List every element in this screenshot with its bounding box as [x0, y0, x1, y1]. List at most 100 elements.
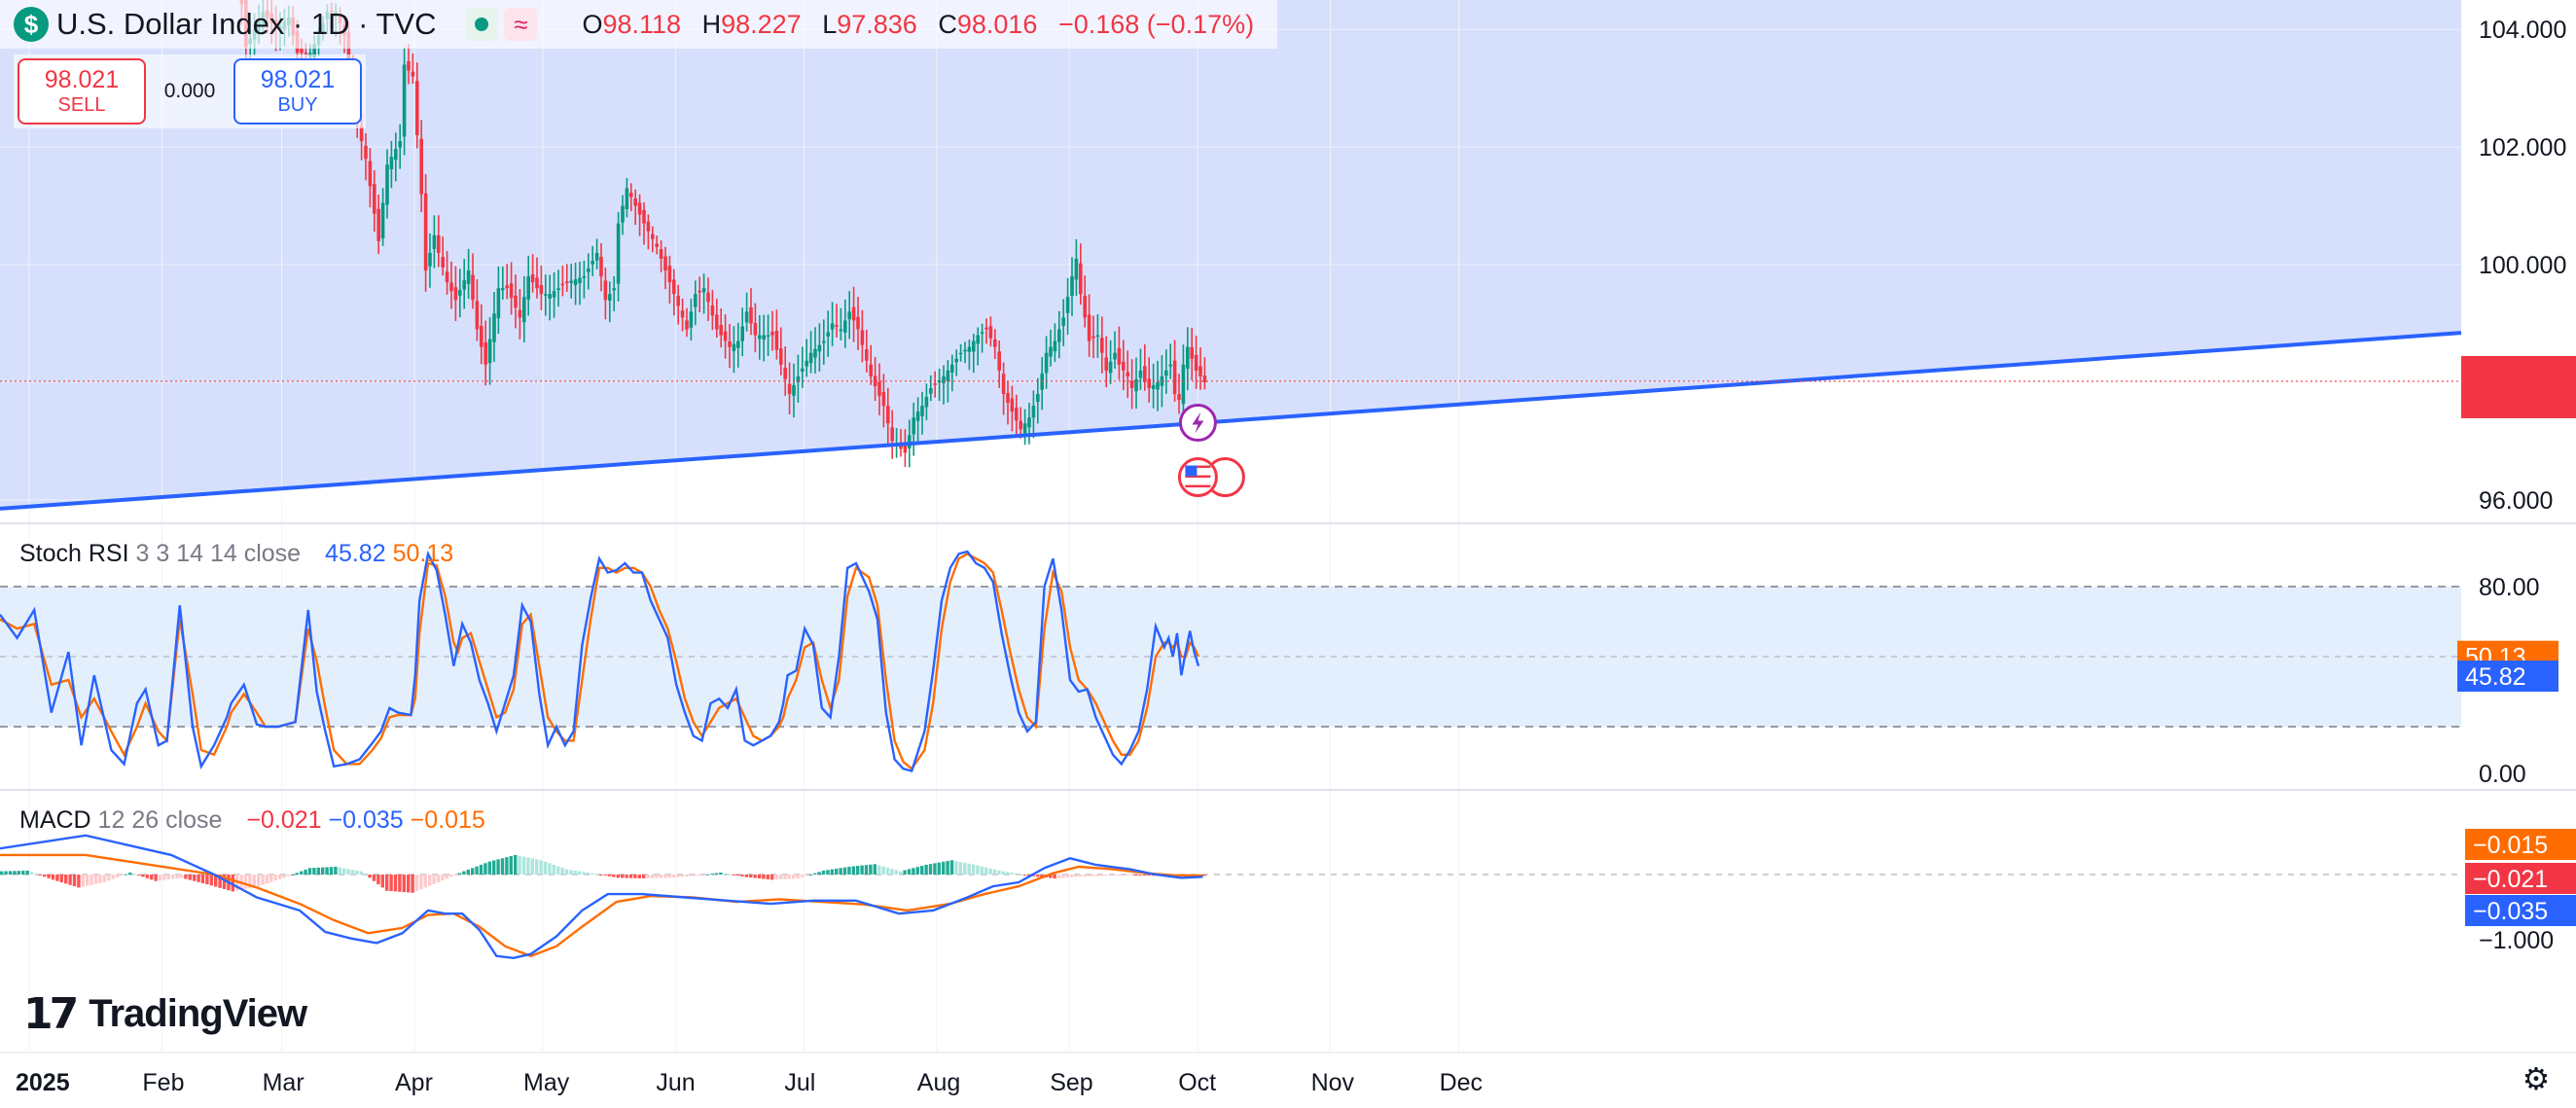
histogram-bar	[915, 867, 919, 875]
histogram-bar	[21, 871, 25, 875]
histogram-bar	[599, 875, 603, 876]
histogram-bar	[393, 875, 398, 892]
histogram-bar	[265, 875, 269, 884]
histogram-bar	[757, 875, 762, 879]
histogram-bar	[261, 875, 265, 885]
macd-signal-line	[0, 853, 1203, 958]
histogram-bar	[1035, 875, 1040, 877]
histogram-bar	[997, 870, 1001, 875]
histogram-bar	[364, 875, 368, 876]
candle-body	[389, 157, 394, 170]
histogram-bar	[286, 875, 291, 876]
candle-body	[625, 188, 629, 210]
histogram-bar	[102, 875, 106, 883]
candle-body	[368, 161, 373, 187]
histogram-bar	[500, 858, 505, 875]
histogram-bar	[1104, 875, 1108, 876]
histogram-bar	[111, 875, 115, 879]
high-key: H	[701, 9, 722, 39]
histogram-bar	[701, 875, 705, 876]
histogram-bar	[539, 860, 543, 875]
candle-body	[1031, 406, 1036, 418]
candle-body	[723, 331, 728, 341]
candle-body	[1057, 329, 1061, 342]
histogram-bar	[792, 875, 796, 879]
stoch-rsi-name: Stoch RSI	[19, 540, 129, 567]
histogram-bar	[714, 873, 719, 875]
histogram-bar	[621, 875, 625, 878]
histogram-bar	[676, 875, 680, 877]
candle-body	[839, 329, 843, 332]
candle-body	[590, 260, 594, 265]
time-axis-label: Dec	[1440, 1069, 1483, 1096]
histogram-bar	[188, 875, 192, 880]
wave-icon[interactable]: ≈	[504, 8, 538, 41]
histogram-bar	[86, 875, 89, 886]
histogram-bar	[693, 875, 698, 876]
candle-body	[933, 383, 937, 385]
candle-body	[728, 340, 732, 347]
histogram-bar	[556, 866, 560, 875]
histogram-bar	[864, 865, 869, 875]
histogram-bar	[907, 869, 912, 875]
gear-icon[interactable]: ⚙	[2522, 1061, 2551, 1096]
candle-body	[924, 397, 929, 408]
candle-body	[1065, 297, 1070, 313]
stoch-rsi-legend[interactable]: Stoch RSI 3 3 14 14 close 45.82 50.13	[19, 540, 453, 568]
histogram-bar	[17, 871, 20, 875]
candle-body	[873, 375, 877, 386]
tradingview-logo[interactable]: 17 TradingView	[23, 989, 307, 1039]
histogram-bar	[984, 867, 988, 875]
stoch-k-value: 45.82	[325, 540, 386, 567]
histogram-bar	[942, 861, 946, 875]
histogram-bar	[1061, 875, 1065, 878]
histogram-bar	[136, 875, 141, 876]
histogram-bar	[1087, 875, 1091, 876]
histogram-bar	[269, 875, 273, 882]
histogram-bar	[753, 875, 757, 878]
symbol-header: $ U.S. Dollar Index · 1D · TVC ≈ O98.118…	[0, 0, 1278, 49]
candle-body	[633, 197, 637, 206]
histogram-bar	[607, 875, 612, 876]
symbol-title[interactable]: U.S. Dollar Index · 1D · TVC	[56, 7, 437, 41]
candle-body	[1079, 263, 1083, 295]
candle-body	[544, 294, 548, 296]
histogram-bar	[252, 875, 256, 887]
histogram-bar	[1053, 875, 1056, 879]
histogram-bar	[839, 868, 842, 875]
candle-body	[899, 445, 903, 449]
time-axis-label: May	[523, 1069, 570, 1096]
histogram-bar	[150, 875, 154, 880]
candle-body	[373, 184, 376, 214]
candle-body	[1015, 408, 1019, 421]
histogram-bar	[389, 875, 393, 892]
lightning-glyph	[1192, 411, 1204, 434]
histogram-bar	[958, 862, 962, 875]
candle-body	[1022, 423, 1027, 434]
histogram-bar	[603, 875, 607, 876]
dollar-logo-icon: $	[14, 7, 49, 42]
histogram-bar	[184, 875, 188, 879]
candle-body	[659, 249, 663, 259]
candle-body	[594, 252, 599, 261]
histogram-bar	[594, 874, 598, 876]
visibility-icon[interactable]	[465, 8, 499, 41]
histogram-bar	[552, 864, 555, 875]
candle-body	[736, 340, 740, 348]
histogram-bar	[1091, 875, 1095, 876]
tradingview-mark-icon: 17	[23, 989, 79, 1039]
sell-button[interactable]: 98.021 SELL	[18, 58, 146, 125]
histogram-bar	[671, 875, 676, 878]
candle-body	[1147, 378, 1151, 388]
histogram-bar	[282, 875, 286, 878]
candle-body	[1010, 398, 1015, 412]
candle-body	[522, 297, 526, 323]
candle-body	[449, 282, 453, 292]
candle-body	[903, 445, 908, 453]
buy-button[interactable]: 98.021 BUY	[233, 58, 362, 125]
histogram-bar	[967, 863, 971, 875]
candle-body	[1138, 370, 1143, 378]
histogram-bar	[372, 875, 376, 881]
macd-legend[interactable]: MACD 12 26 close −0.021 −0.035 −0.015	[19, 806, 485, 835]
